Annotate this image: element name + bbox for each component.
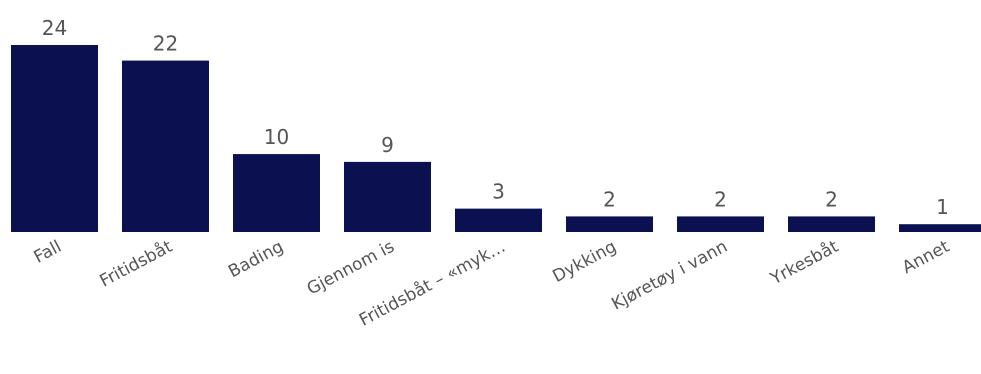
x-tick-label-5: Dykking: [549, 237, 619, 287]
x-tick-label-3: Gjennom is: [304, 237, 398, 300]
x-tick-label-2: Bading: [225, 237, 287, 282]
data-label-1: 22: [153, 32, 178, 56]
bars-group: [11, 45, 981, 233]
bar-4[interactable]: [455, 208, 542, 232]
bar-8[interactable]: [899, 224, 981, 232]
bar-2[interactable]: [233, 154, 320, 232]
data-label-2: 10: [264, 125, 289, 149]
x-tick-label-8: Annet: [899, 237, 953, 278]
bar-1[interactable]: [122, 60, 209, 233]
x-tick-label-6: Kjøretøy i vann: [608, 237, 730, 315]
data-label-4: 3: [492, 180, 505, 204]
x-tick-label-0: Fall: [31, 237, 65, 268]
x-tick-label-7: Yrkesbåt: [766, 236, 842, 290]
data-label-6: 2: [714, 187, 727, 211]
bar-6[interactable]: [677, 216, 764, 232]
data-label-3: 9: [381, 133, 394, 157]
data-label-7: 2: [825, 187, 838, 211]
bar-0[interactable]: [11, 45, 98, 232]
x-axis-tick-labels: Fall Fritidsbåt Bading Gjennom isFritidsbåt…: [31, 236, 953, 331]
data-label-5: 2: [603, 187, 616, 211]
data-label-0: 24: [42, 16, 67, 40]
x-tick-label-1: Fritidsbåt: [96, 236, 176, 292]
bar-7[interactable]: [788, 216, 875, 232]
bar-3[interactable]: [344, 161, 431, 232]
bar-5[interactable]: [566, 216, 653, 232]
data-label-8: 1: [936, 195, 949, 219]
